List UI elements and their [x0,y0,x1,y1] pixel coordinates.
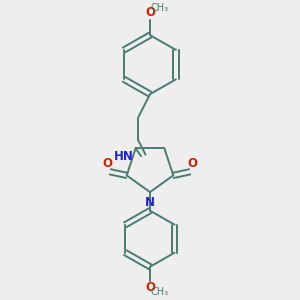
Text: O: O [102,158,112,170]
Text: O: O [145,281,155,295]
Text: O: O [145,6,155,19]
Text: N: N [145,196,155,208]
Text: CH₃: CH₃ [151,3,169,13]
Text: HN: HN [114,150,134,163]
Text: CH₃: CH₃ [151,287,169,297]
Text: O: O [188,158,198,170]
